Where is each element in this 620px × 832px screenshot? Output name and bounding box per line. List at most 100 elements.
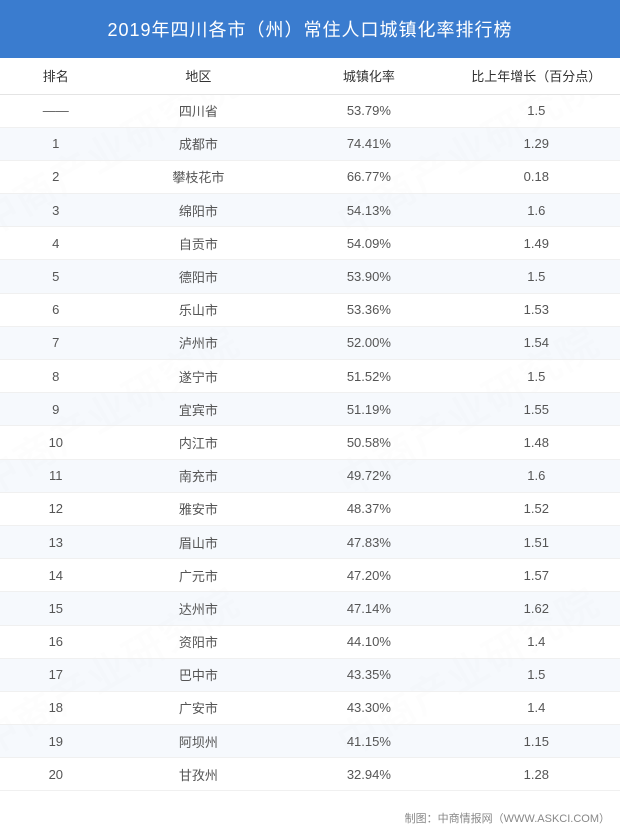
cell-rate: 49.72% [285, 459, 452, 492]
table-row: 10内江市50.58%1.48 [0, 426, 620, 459]
cell-region: 眉山市 [112, 525, 286, 558]
cell-rank: 9 [0, 393, 112, 426]
cell-region: 自贡市 [112, 227, 286, 260]
title-bar: 2019年四川各市（州）常住人口城镇化率排行榜 [0, 0, 620, 58]
footer-credit: 制图：中商情报网（WWW.ASKCI.COM） [405, 810, 610, 826]
cell-region: 巴中市 [112, 658, 286, 691]
table-row: 13眉山市47.83%1.51 [0, 525, 620, 558]
cell-rate: 32.94% [285, 758, 452, 791]
cell-region: 内江市 [112, 426, 286, 459]
cell-rank: 4 [0, 227, 112, 260]
table-row: 17巴中市43.35%1.5 [0, 658, 620, 691]
cell-rate: 51.52% [285, 360, 452, 393]
cell-rate: 66.77% [285, 160, 452, 193]
table-row: 15达州市47.14%1.62 [0, 592, 620, 625]
cell-rate: 47.83% [285, 525, 452, 558]
table-row: 16资阳市44.10%1.4 [0, 625, 620, 658]
cell-rate: 44.10% [285, 625, 452, 658]
cell-growth: 1.52 [453, 492, 620, 525]
cell-rate: 43.35% [285, 658, 452, 691]
table-row: 14广元市47.20%1.57 [0, 559, 620, 592]
cell-rank: —— [0, 94, 112, 127]
table-row: 5德阳市53.90%1.5 [0, 260, 620, 293]
cell-rate: 48.37% [285, 492, 452, 525]
cell-growth: 1.6 [453, 194, 620, 227]
cell-rank: 10 [0, 426, 112, 459]
table-row: 7泸州市52.00%1.54 [0, 326, 620, 359]
table-row: 20甘孜州32.94%1.28 [0, 758, 620, 791]
cell-region: 攀枝花市 [112, 160, 286, 193]
cell-region: 绵阳市 [112, 194, 286, 227]
table-row: 3绵阳市54.13%1.6 [0, 194, 620, 227]
cell-growth: 1.5 [453, 94, 620, 127]
cell-growth: 1.4 [453, 625, 620, 658]
table-row: 19阿坝州41.15%1.15 [0, 725, 620, 758]
cell-growth: 1.4 [453, 691, 620, 724]
cell-rank: 6 [0, 293, 112, 326]
cell-rank: 3 [0, 194, 112, 227]
cell-growth: 1.28 [453, 758, 620, 791]
ranking-table: 排名 地区 城镇化率 比上年增长（百分点） ——四川省53.79%1.51成都市… [0, 58, 620, 791]
cell-region: 雅安市 [112, 492, 286, 525]
cell-rate: 53.90% [285, 260, 452, 293]
cell-rank: 19 [0, 725, 112, 758]
table-row: 4自贡市54.09%1.49 [0, 227, 620, 260]
cell-rate: 52.00% [285, 326, 452, 359]
cell-region: 达州市 [112, 592, 286, 625]
cell-rate: 50.58% [285, 426, 452, 459]
cell-rate: 53.79% [285, 94, 452, 127]
cell-rate: 41.15% [285, 725, 452, 758]
cell-rank: 17 [0, 658, 112, 691]
cell-rate: 74.41% [285, 127, 452, 160]
table-row: 18广安市43.30%1.4 [0, 691, 620, 724]
cell-rank: 5 [0, 260, 112, 293]
cell-growth: 1.54 [453, 326, 620, 359]
cell-rank: 2 [0, 160, 112, 193]
cell-rank: 15 [0, 592, 112, 625]
cell-growth: 1.49 [453, 227, 620, 260]
cell-growth: 1.57 [453, 559, 620, 592]
cell-growth: 1.15 [453, 725, 620, 758]
cell-rate: 54.13% [285, 194, 452, 227]
col-header-growth: 比上年增长（百分点） [453, 58, 620, 94]
cell-rate: 47.20% [285, 559, 452, 592]
cell-rank: 18 [0, 691, 112, 724]
cell-region: 四川省 [112, 94, 286, 127]
cell-region: 广元市 [112, 559, 286, 592]
cell-rank: 11 [0, 459, 112, 492]
table-row: ——四川省53.79%1.5 [0, 94, 620, 127]
cell-growth: 1.5 [453, 260, 620, 293]
cell-region: 资阳市 [112, 625, 286, 658]
cell-region: 南充市 [112, 459, 286, 492]
table-row: 11南充市49.72%1.6 [0, 459, 620, 492]
table-row: 6乐山市53.36%1.53 [0, 293, 620, 326]
cell-rank: 16 [0, 625, 112, 658]
page-title: 2019年四川各市（州）常住人口城镇化率排行榜 [107, 16, 512, 42]
table-row: 12雅安市48.37%1.52 [0, 492, 620, 525]
table-row: 1成都市74.41%1.29 [0, 127, 620, 160]
cell-rate: 43.30% [285, 691, 452, 724]
cell-growth: 1.48 [453, 426, 620, 459]
cell-rate: 47.14% [285, 592, 452, 625]
cell-region: 遂宁市 [112, 360, 286, 393]
cell-region: 阿坝州 [112, 725, 286, 758]
cell-rate: 51.19% [285, 393, 452, 426]
cell-region: 德阳市 [112, 260, 286, 293]
cell-growth: 1.5 [453, 360, 620, 393]
cell-growth: 1.51 [453, 525, 620, 558]
cell-region: 泸州市 [112, 326, 286, 359]
cell-region: 成都市 [112, 127, 286, 160]
cell-growth: 1.5 [453, 658, 620, 691]
table-header-row: 排名 地区 城镇化率 比上年增长（百分点） [0, 58, 620, 94]
cell-rank: 12 [0, 492, 112, 525]
cell-rate: 54.09% [285, 227, 452, 260]
cell-region: 甘孜州 [112, 758, 286, 791]
table-row: 2攀枝花市66.77%0.18 [0, 160, 620, 193]
cell-growth: 1.53 [453, 293, 620, 326]
table-row: 9宜宾市51.19%1.55 [0, 393, 620, 426]
cell-growth: 1.6 [453, 459, 620, 492]
cell-growth: 1.55 [453, 393, 620, 426]
cell-region: 宜宾市 [112, 393, 286, 426]
cell-rank: 7 [0, 326, 112, 359]
cell-growth: 0.18 [453, 160, 620, 193]
